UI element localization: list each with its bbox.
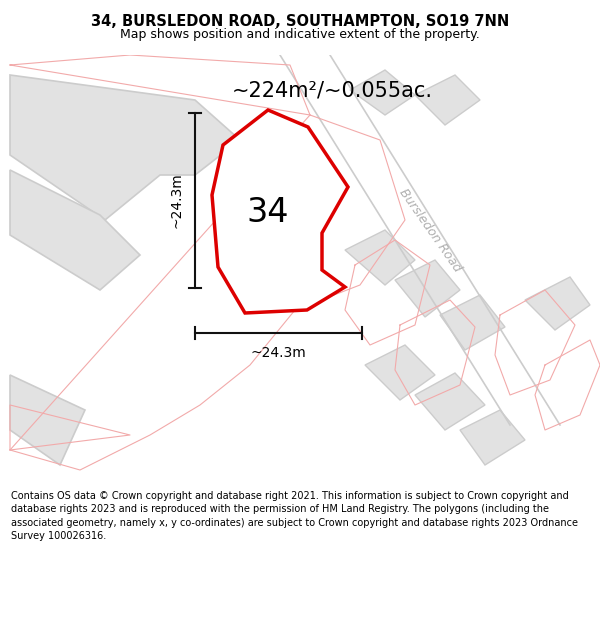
- Text: 34, BURSLEDON ROAD, SOUTHAMPTON, SO19 7NN: 34, BURSLEDON ROAD, SOUTHAMPTON, SO19 7N…: [91, 14, 509, 29]
- Polygon shape: [415, 373, 485, 430]
- Polygon shape: [460, 410, 525, 465]
- Text: Contains OS data © Crown copyright and database right 2021. This information is : Contains OS data © Crown copyright and d…: [11, 491, 578, 541]
- Text: ~24.3m: ~24.3m: [251, 346, 307, 360]
- Polygon shape: [10, 75, 240, 220]
- Polygon shape: [10, 170, 140, 290]
- Polygon shape: [365, 345, 435, 400]
- Polygon shape: [525, 277, 590, 330]
- Text: ~224m²/~0.055ac.: ~224m²/~0.055ac.: [232, 80, 433, 100]
- Polygon shape: [345, 230, 415, 285]
- Polygon shape: [10, 375, 85, 465]
- Polygon shape: [212, 110, 348, 313]
- Polygon shape: [350, 70, 415, 115]
- Text: 34: 34: [247, 196, 289, 229]
- Text: ~24.3m: ~24.3m: [170, 173, 184, 228]
- Polygon shape: [415, 75, 480, 125]
- Polygon shape: [395, 260, 460, 317]
- Text: Bursledon Road: Bursledon Road: [397, 186, 464, 274]
- Text: Map shows position and indicative extent of the property.: Map shows position and indicative extent…: [120, 28, 480, 41]
- Polygon shape: [440, 295, 505, 350]
